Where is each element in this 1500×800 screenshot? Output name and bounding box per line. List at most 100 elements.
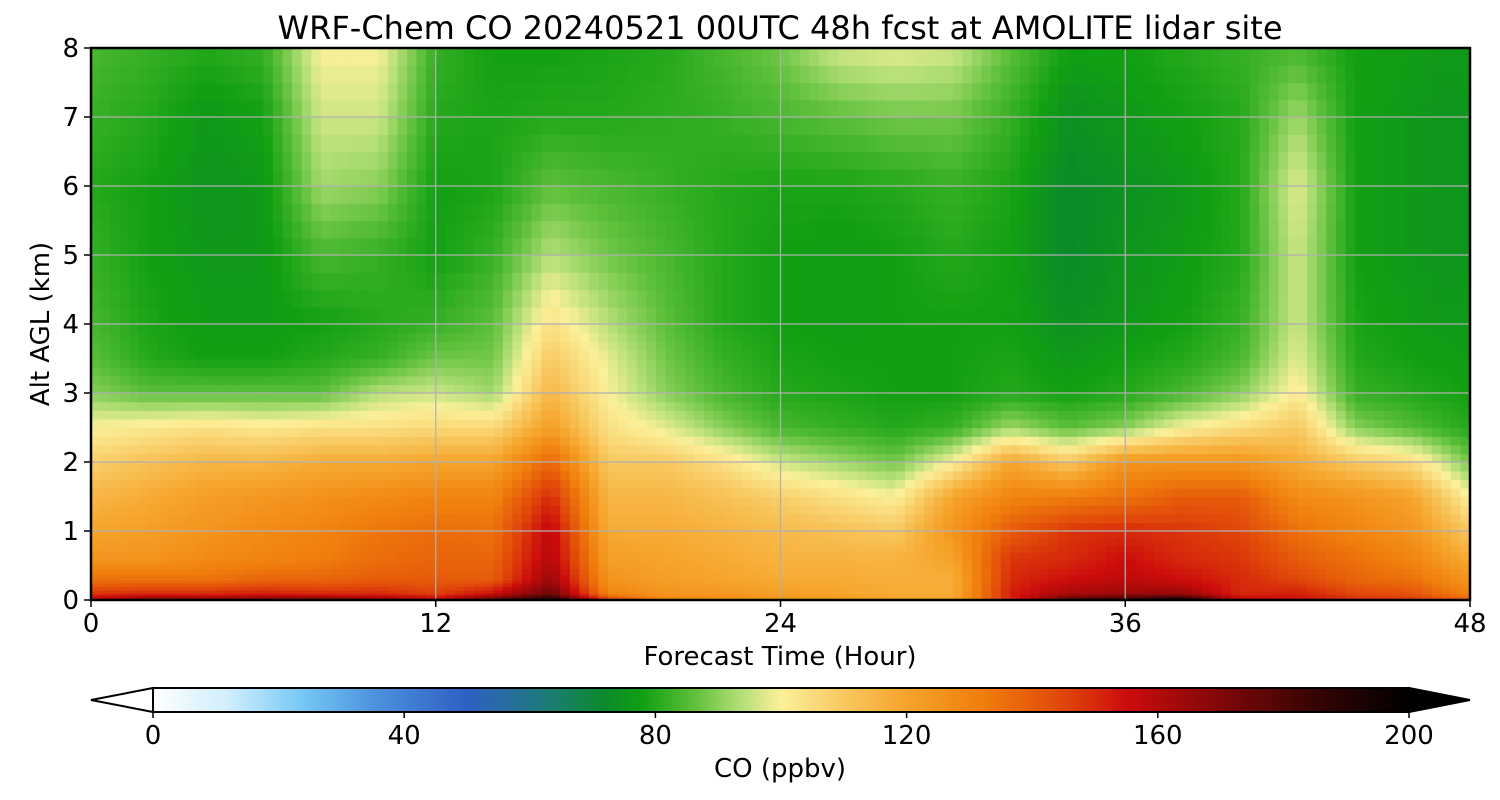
heatmap-cell: [349, 479, 360, 489]
heatmap-cell: [359, 479, 370, 489]
heatmap-cell: [866, 574, 877, 580]
heatmap-cell: [1297, 596, 1308, 599]
heatmap-cell: [1230, 513, 1241, 524]
heatmap-cell: [454, 453, 466, 463]
heatmap-cell: [1029, 594, 1040, 598]
heatmap-cell: [110, 401, 121, 411]
heatmap-cell: [1067, 544, 1079, 553]
heatmap-cell: [1067, 563, 1079, 570]
heatmap-cell: [1364, 436, 1375, 446]
heatmap-cell: [1096, 444, 1107, 455]
heatmap-cell: [1201, 596, 1213, 599]
heatmap-cell: [876, 427, 887, 437]
heatmap-cell: [588, 586, 600, 591]
heatmap-cell: [416, 505, 427, 515]
heatmap-cell: [761, 544, 772, 553]
heatmap-cell: [1211, 579, 1222, 584]
heatmap-cell: [225, 522, 236, 532]
heatmap-cell: [876, 568, 887, 575]
heatmap-cell: [282, 393, 293, 403]
heatmap-cell: [1125, 568, 1136, 575]
heatmap-cell: [904, 594, 916, 598]
heatmap-cell: [531, 586, 542, 591]
heatmap-cell: [1125, 436, 1136, 446]
heatmap-cell: [866, 563, 877, 570]
heatmap-cell: [205, 568, 217, 575]
heatmap-cell: [675, 594, 686, 598]
heatmap-cell: [569, 522, 581, 532]
heatmap-cell: [1077, 537, 1088, 546]
heatmap-cell: [272, 436, 284, 446]
heatmap-cell: [1173, 593, 1184, 596]
heatmap-cell: [636, 596, 648, 599]
heatmap-cell: [349, 589, 360, 594]
heatmap-cell: [1431, 593, 1442, 596]
heatmap-cell: [1125, 496, 1136, 506]
heatmap-cell: [1058, 410, 1069, 420]
heatmap-cell: [397, 574, 408, 580]
heatmap-cell: [991, 579, 1002, 584]
heatmap-cell: [292, 589, 303, 594]
heatmap-cell: [569, 589, 581, 594]
heatmap-cell: [464, 453, 475, 463]
heatmap-cell: [91, 513, 102, 524]
heatmap-cell: [435, 358, 447, 368]
heatmap-cell: [742, 418, 753, 429]
heatmap-cell: [885, 367, 897, 377]
heatmap-cell: [924, 568, 935, 575]
heatmap-cell: [876, 513, 887, 524]
heatmap-cell: [924, 453, 935, 463]
heatmap-cell: [148, 594, 159, 598]
heatmap-cell: [1393, 593, 1404, 596]
heatmap-cell: [110, 436, 121, 446]
heatmap-cell: [244, 470, 255, 480]
heatmap-cell: [483, 593, 494, 596]
heatmap-cell: [1221, 393, 1232, 403]
heatmap-cell: [857, 579, 868, 584]
heatmap-cell: [1412, 522, 1423, 532]
heatmap-cell: [1134, 505, 1146, 515]
heatmap-cell: [694, 479, 705, 489]
heatmap-cell: [464, 358, 475, 368]
heatmap-cell: [1460, 401, 1470, 411]
heatmap-cell: [186, 568, 198, 575]
heatmap-cell: [617, 522, 628, 532]
heatmap-cell: [761, 589, 772, 594]
heatmap-cell: [1201, 544, 1213, 553]
heatmap-cell: [272, 551, 284, 560]
heatmap-cell: [1058, 453, 1069, 463]
heatmap-cell: [1249, 513, 1261, 524]
heatmap-cell: [129, 444, 140, 455]
heatmap-cell: [1153, 513, 1165, 524]
heatmap-cell: [1441, 582, 1452, 587]
heatmap-cell: [1192, 393, 1203, 403]
heatmap-cell: [158, 401, 169, 411]
heatmap-cell: [857, 537, 868, 546]
heatmap-cell: [407, 444, 418, 455]
heatmap-cell: [1316, 470, 1328, 480]
heatmap-cell: [550, 537, 561, 546]
heatmap-cell: [244, 393, 255, 403]
heatmap-cell: [981, 522, 992, 532]
heatmap-cell: [991, 393, 1002, 403]
heatmap-cell: [1134, 444, 1146, 455]
heatmap-cell: [1364, 487, 1375, 498]
heatmap-cell: [885, 531, 897, 539]
heatmap-cell: [1058, 470, 1069, 480]
heatmap-cell: [301, 410, 312, 420]
heatmap-cell: [521, 596, 533, 599]
heatmap-cell: [167, 558, 178, 565]
heatmap-cell: [1374, 418, 1385, 429]
heatmap-cell: [1393, 436, 1404, 446]
heatmap-cell: [1335, 589, 1347, 594]
heatmap-cell: [914, 453, 925, 463]
heatmap-cell: [110, 505, 121, 515]
heatmap-cell: [751, 470, 763, 480]
heatmap-cell: [416, 436, 427, 446]
heatmap-cell: [550, 596, 561, 599]
heatmap-cell: [119, 589, 131, 594]
heatmap-cell: [694, 558, 705, 565]
heatmap-cell: [636, 551, 648, 560]
heatmap-cell: [407, 568, 418, 575]
heatmap-cell: [1412, 444, 1423, 455]
